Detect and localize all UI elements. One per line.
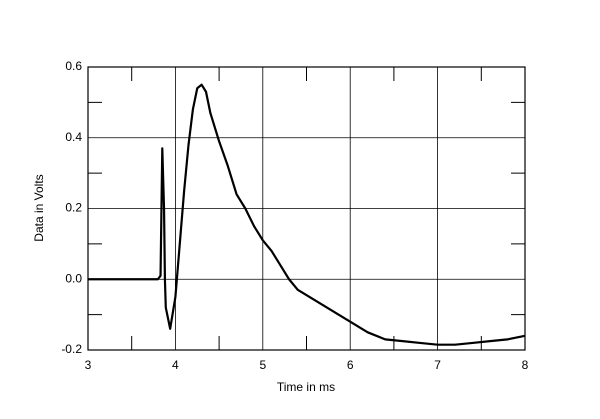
x-tick-label: 7: [434, 358, 441, 372]
y-axis-label: Data in Volts: [32, 174, 46, 241]
y-tick-label: -0.2: [61, 342, 82, 356]
y-tick-label: 0.0: [65, 271, 82, 285]
data-line: [88, 83, 526, 346]
x-tick-label: 6: [347, 358, 354, 372]
x-tick-label: 5: [259, 358, 266, 372]
x-tick-label: 4: [172, 358, 179, 372]
y-tick-label: 0.6: [65, 59, 82, 73]
plot-frame: [87, 66, 526, 351]
y-tick-label: 0.2: [65, 201, 82, 215]
x-tick-label: 3: [85, 358, 92, 372]
x-axis-label: Time in ms: [277, 380, 335, 394]
y-tick-label: 0.4: [65, 130, 82, 144]
x-tick-label: 8: [522, 358, 529, 372]
